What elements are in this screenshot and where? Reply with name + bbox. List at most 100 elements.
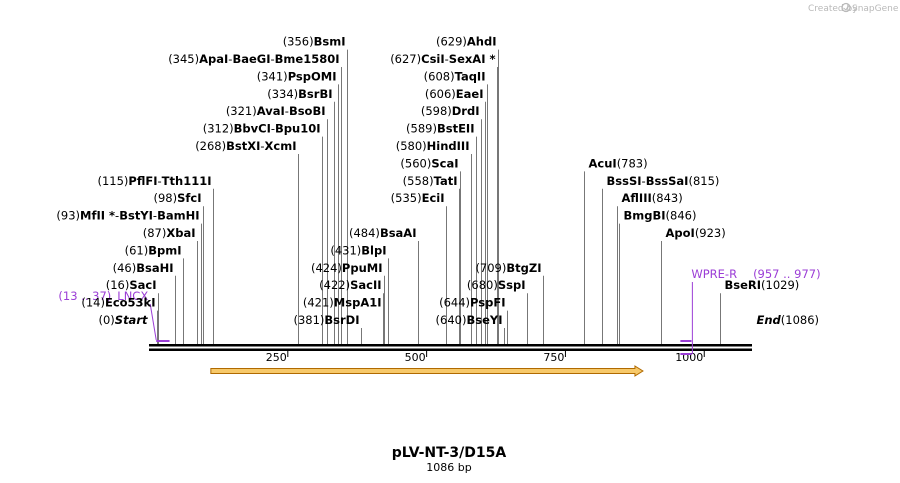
site-hindiii: (580) HindIII xyxy=(396,139,470,153)
site-position: (783) xyxy=(617,156,648,170)
site-name: PspOMI xyxy=(288,69,337,83)
site-name: BsaAI xyxy=(380,226,417,240)
site-name: AvaI xyxy=(257,104,285,118)
site-start: (0) Start xyxy=(98,313,148,327)
backbone-bottom-strand xyxy=(149,348,752,351)
site-position: (431) xyxy=(330,243,361,257)
site-position: (1029) xyxy=(761,278,799,292)
site-separator: - xyxy=(271,52,275,66)
site-position: (93) xyxy=(56,209,80,223)
site-position: (341) xyxy=(257,69,288,83)
site-name: ScaI xyxy=(431,156,458,170)
site-ppumi: (424) PpuMI xyxy=(311,261,383,275)
snapgene-logo-icon xyxy=(841,2,851,13)
tick-label: 500 xyxy=(405,351,426,364)
tick-label: 750 xyxy=(543,351,564,364)
site-position: (484) xyxy=(349,226,380,240)
site-position: (535) xyxy=(391,191,422,205)
site-position: (61) xyxy=(125,243,149,257)
site-name: BpmI xyxy=(148,243,181,257)
site-name: BstXI xyxy=(226,139,260,153)
site-position: (606) xyxy=(425,87,456,101)
feature-bar-bottom xyxy=(680,353,692,355)
site-apai: (345) ApaI - BaeGI - Bme1580I xyxy=(168,52,339,66)
site-blpi: (431) BlpI xyxy=(330,243,386,257)
site-name: MfII * xyxy=(80,209,115,223)
site-name: BsrDI xyxy=(324,313,359,327)
site-position: (14) xyxy=(81,296,105,310)
site-name: BsoBI xyxy=(289,104,326,118)
site-position: (115) xyxy=(97,174,128,188)
site-name: Start xyxy=(115,313,148,327)
site-position: (640) xyxy=(436,313,467,327)
orf-layer xyxy=(210,365,644,377)
site-position: (321) xyxy=(226,104,257,118)
site-sacii: (422) SacII xyxy=(319,278,381,292)
site-name: PpuMI xyxy=(342,261,383,275)
site-name: BsaHI xyxy=(136,261,173,275)
site-bmgbi: BmgBI (846) xyxy=(624,209,697,223)
site-name: SspI xyxy=(498,278,526,292)
site-separator: - xyxy=(228,52,232,66)
site-end: End (1086) xyxy=(757,313,820,327)
site-bsahi: (46) BsaHI xyxy=(113,261,174,275)
backbone xyxy=(149,344,752,351)
site-name: TatI xyxy=(434,174,458,188)
site-name: EciI xyxy=(422,191,445,205)
site-position: (558) xyxy=(403,174,434,188)
site-name: TaqII xyxy=(455,69,486,83)
site-position: (422) xyxy=(319,278,350,292)
site-bsssi: BssSI - BssSaI (815) xyxy=(607,174,720,188)
site-position: (424) xyxy=(311,261,342,275)
site-name: BsmI xyxy=(314,35,346,49)
site-name: Bpu10I xyxy=(275,122,320,136)
site-saci: (16) SacI xyxy=(106,278,157,292)
site-name: BlpI xyxy=(361,243,386,257)
site-name: ApoI xyxy=(666,226,695,240)
site-pflfi: (115) PflFI - Tth111I xyxy=(97,174,211,188)
site-name: SacII xyxy=(350,278,381,292)
site-name: MspA1I xyxy=(334,296,382,310)
site-eco53ki: (14) Eco53kI xyxy=(81,296,155,310)
site-position: (598) xyxy=(421,104,452,118)
feature-wpre-r: WPRE-R (957 .. 977) xyxy=(680,267,821,355)
site-pspfi: (644) PspFI xyxy=(439,296,505,310)
site-position: (46) xyxy=(113,261,137,275)
site-position: (268) xyxy=(195,139,226,153)
site-position: (923) xyxy=(695,226,726,240)
map-title: pLV-NT-3/D15A xyxy=(392,445,507,461)
site-name: BssSI xyxy=(607,174,642,188)
site-bbvci: (312) BbvCI - Bpu10I xyxy=(203,122,321,136)
site-separator: - xyxy=(158,174,162,188)
backbone-top-strand xyxy=(149,344,752,347)
site-position: (1086) xyxy=(781,313,819,327)
site-position: (98) xyxy=(154,191,178,205)
site-position: (846) xyxy=(666,209,697,223)
feature-layer: LNCX (13 .. 37) WPRE-R (957 .. 977) xyxy=(58,267,821,355)
site-separator: - xyxy=(115,209,119,223)
orf-arrow xyxy=(210,365,644,377)
site-pspomi: (341) PspOMI xyxy=(257,69,337,83)
site-afliii: AflIII (843) xyxy=(622,191,683,205)
site-name: AhdI xyxy=(467,35,497,49)
site-bsmi: (356) BsmI xyxy=(283,35,346,49)
site-position: (560) xyxy=(400,156,431,170)
site-name: SacI xyxy=(129,278,156,292)
site-position: (312) xyxy=(203,122,234,136)
site-name: XcmI xyxy=(265,139,297,153)
site-mspa1i: (421) MspA1I xyxy=(303,296,382,310)
site-position: (334) xyxy=(267,87,298,101)
site-name: PflFI xyxy=(128,174,157,188)
site-btgzi: (709) BtgZI xyxy=(475,261,541,275)
site-bsaai: (484) BsaAI xyxy=(349,226,417,240)
site-separator: - xyxy=(642,174,646,188)
site-scai: (560) ScaI xyxy=(400,156,458,170)
site-eaei: (606) EaeI xyxy=(425,87,484,101)
feature-bar xyxy=(680,340,692,342)
site-bpmi: (61) BpmI xyxy=(125,243,182,257)
site-bsrbi: (334) BsrBI xyxy=(267,87,332,101)
site-position: (580) xyxy=(396,139,427,153)
site-separator: - xyxy=(271,122,275,136)
site-acui: AcuI (783) xyxy=(589,156,648,170)
site-separator: - xyxy=(445,52,449,66)
